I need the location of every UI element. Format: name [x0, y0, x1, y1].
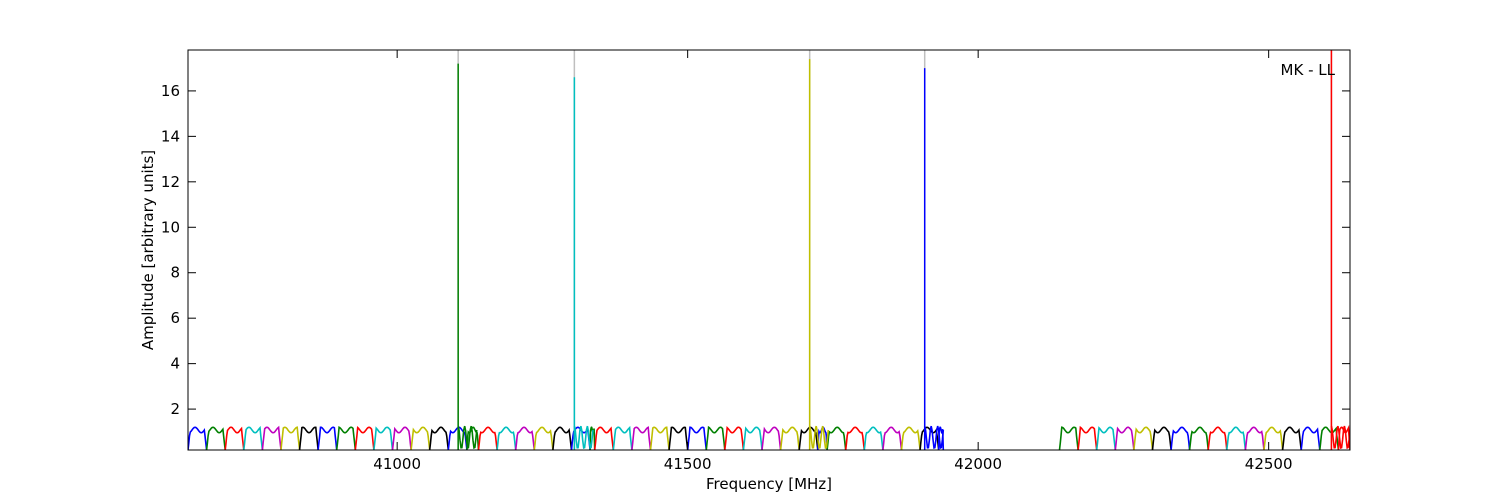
channel-line — [593, 426, 615, 450]
channel-line — [552, 426, 573, 450]
chart-annotation: MK - LL — [1281, 61, 1336, 79]
channel-line — [373, 426, 394, 450]
channel-line — [631, 426, 652, 450]
x-tick-label: 41500 — [664, 455, 712, 473]
channel-line — [863, 426, 884, 450]
y-tick-label: 2 — [170, 400, 180, 418]
channel-line — [1319, 426, 1340, 450]
channel-line — [477, 426, 498, 450]
channel-line — [1095, 426, 1117, 450]
channel-line — [705, 425, 726, 450]
spike-ripple — [808, 425, 830, 450]
channel-line — [188, 426, 208, 450]
x-tick-label: 41000 — [373, 455, 421, 473]
plot-frame — [187, 49, 1351, 451]
channel-line — [1300, 426, 1321, 450]
channel-line — [900, 426, 921, 450]
y-tick-label: 14 — [161, 127, 180, 145]
channel-line — [496, 426, 517, 450]
x-tick-label: 42000 — [954, 455, 1002, 473]
y-tick-label: 12 — [161, 173, 180, 191]
channel-line — [724, 425, 745, 450]
channel-line — [1188, 426, 1209, 450]
channel-line — [1114, 426, 1135, 450]
channel-line — [354, 425, 375, 450]
channel-line — [1058, 426, 1079, 450]
channel-line — [612, 425, 633, 450]
channel-line — [686, 426, 708, 450]
channel-line — [779, 426, 800, 450]
y-tick-label: 6 — [170, 309, 180, 327]
channel-line — [533, 426, 554, 450]
channel-line — [1207, 426, 1228, 450]
x-axis-label: Frequency [MHz] — [706, 475, 832, 493]
channel-line — [1151, 426, 1172, 450]
channel-line — [882, 426, 903, 450]
channel-line — [1281, 426, 1302, 450]
channel-line — [261, 425, 282, 450]
channel-line — [1244, 426, 1265, 450]
axis-ticks: 41000 41500 42000 42500 2 4 6 8 10 12 14 16 — [161, 50, 1350, 473]
spike-ripple — [923, 425, 945, 450]
channel-line — [826, 426, 847, 450]
spike-ripple — [573, 425, 594, 450]
channel-line — [391, 426, 412, 450]
channel-line — [205, 426, 226, 450]
plot-area — [188, 50, 1350, 450]
y-tick-label: 4 — [170, 355, 180, 373]
channel-line — [428, 426, 450, 450]
channel-line — [1226, 426, 1247, 450]
channel-line — [298, 426, 319, 450]
channel-line — [280, 426, 301, 450]
y-tick-label: 8 — [170, 264, 180, 282]
channel-line — [1170, 426, 1191, 450]
channel-line — [919, 426, 940, 450]
spike-ripple — [457, 425, 478, 450]
channel-line — [243, 425, 264, 450]
channel-line — [844, 426, 866, 450]
y-tick-label: 10 — [161, 218, 180, 236]
channel-line — [317, 426, 338, 450]
channel-line — [761, 426, 782, 450]
channel-line — [335, 425, 357, 450]
channel-line — [224, 426, 245, 450]
channel-line — [668, 426, 689, 450]
channel-line — [1337, 424, 1350, 450]
channel-line — [649, 426, 670, 450]
channel-line — [410, 426, 431, 450]
channel-line — [1077, 425, 1098, 450]
channel-line — [1133, 426, 1154, 450]
spike-ripple — [1330, 425, 1350, 450]
channel-line — [514, 426, 536, 450]
x-tick-label: 42500 — [1245, 455, 1293, 473]
y-tick-label: 16 — [161, 82, 180, 100]
channel-line — [742, 426, 763, 450]
y-axis-label: Amplitude [arbitrary units] — [139, 150, 157, 350]
channel-line — [1263, 426, 1284, 450]
